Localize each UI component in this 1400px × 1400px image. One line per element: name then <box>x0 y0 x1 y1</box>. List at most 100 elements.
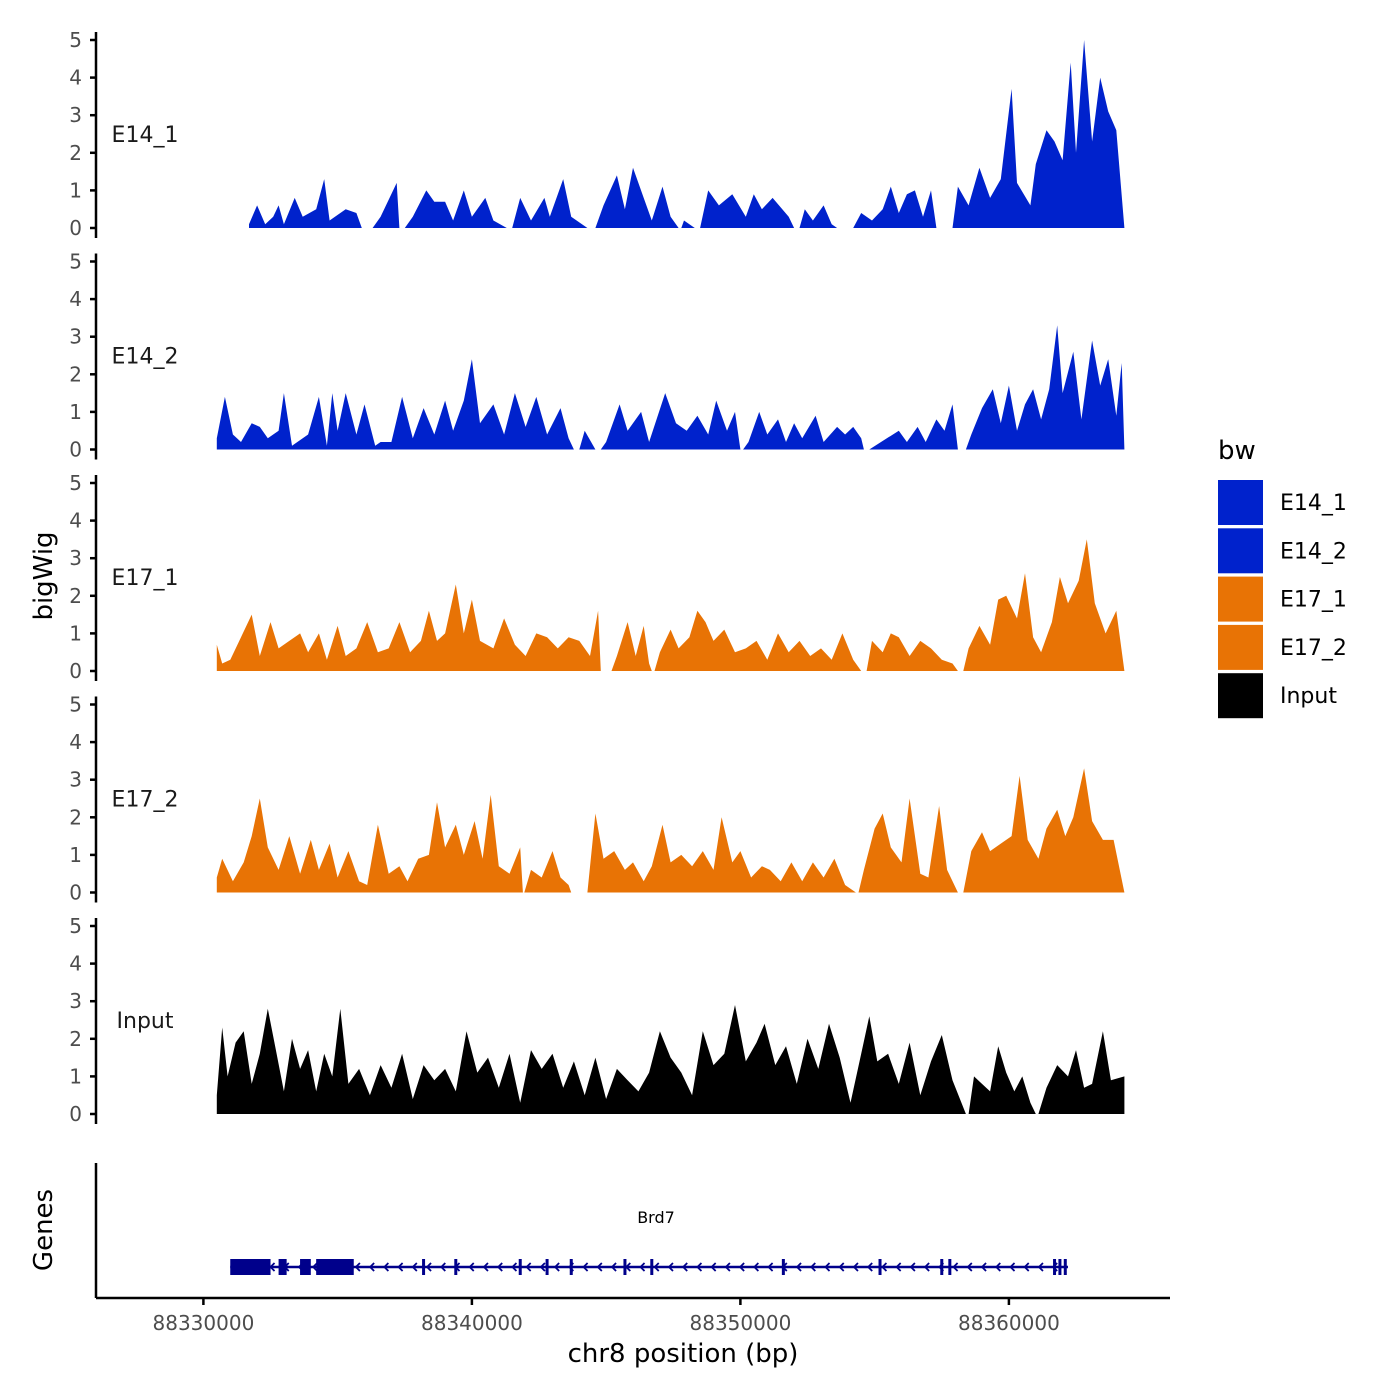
signal-area-input <box>968 1046 1036 1114</box>
y-tick-label: 2 <box>69 1027 82 1051</box>
signal-area-e14-1 <box>249 179 362 228</box>
strand-arrow <box>383 1262 390 1272</box>
strand-arrow <box>639 1262 646 1272</box>
y-tick-label: 3 <box>69 768 82 792</box>
signal-area-e17-1 <box>866 633 958 671</box>
track-label: E14_1 <box>112 123 179 148</box>
gene-exon <box>1058 1259 1062 1275</box>
x-tick-label: 88350000 <box>690 1311 792 1335</box>
y-tick-label: 1 <box>69 400 82 424</box>
y-tick-label: 3 <box>69 103 82 127</box>
legend-swatch <box>1218 576 1263 622</box>
y-tick-label: 5 <box>69 471 82 495</box>
signal-area-input <box>1038 1031 1125 1114</box>
legend-swatch <box>1218 624 1263 670</box>
track-label: E17_1 <box>112 566 179 591</box>
signal-area-e14-2 <box>600 393 741 450</box>
gene-exon <box>422 1259 426 1275</box>
track-label: E14_2 <box>112 345 179 370</box>
strand-arrow <box>810 1262 816 1272</box>
legend: bw E14_1 E14_2 E17_1 E17_2 Input <box>1218 436 1347 719</box>
signal-area-e17-2 <box>858 798 958 893</box>
gene-exon <box>518 1259 522 1275</box>
strand-arrow <box>895 1262 902 1272</box>
y-tick-label: 3 <box>69 325 82 349</box>
strand-arrow <box>753 1262 759 1272</box>
y-tick-label: 1 <box>69 178 82 202</box>
track-label: Input <box>117 1009 174 1034</box>
y-tick-label: 5 <box>69 693 82 717</box>
strand-arrow <box>397 1262 404 1272</box>
gene-panel: Brd7 <box>94 1163 1068 1298</box>
signal-area-e14-1 <box>595 167 679 228</box>
strand-arrow <box>966 1262 973 1272</box>
y-tick-label: 1 <box>69 843 82 867</box>
y-tick-label: 2 <box>69 805 82 829</box>
strand-arrow <box>724 1262 731 1272</box>
strand-arrow <box>411 1262 418 1272</box>
genes-axis-title: Genes <box>29 1189 59 1271</box>
y-tick-label: 0 <box>69 659 82 683</box>
strand-arrow <box>995 1262 1001 1272</box>
strand-arrow <box>311 1262 318 1272</box>
gene-track-brd7: Brd7 <box>230 1208 1068 1275</box>
gene-exon <box>781 1259 785 1275</box>
strand-arrow <box>596 1262 603 1272</box>
panel-e14-1: 0 1 2 3 4 5 E14_1 <box>69 28 1125 240</box>
signal-area-e14-1 <box>512 179 588 228</box>
signal-area-e14-2 <box>869 404 958 450</box>
signal-area-e14-1 <box>700 190 795 228</box>
panel-e14-2: 0 1 2 3 4 5 E14_2 <box>69 250 1125 462</box>
strand-arrow <box>354 1262 361 1272</box>
y-tick-label: 0 <box>69 438 82 462</box>
signal-area-e17-1 <box>963 539 1125 671</box>
legend-label: E14_1 <box>1280 491 1347 516</box>
strand-arrow <box>539 1262 546 1272</box>
gene-name-label: Brd7 <box>637 1208 675 1227</box>
strand-arrow <box>496 1262 503 1272</box>
strand-arrow <box>710 1262 717 1272</box>
signal-track-panels: 0 1 2 3 4 5 E14_1 0 1 2 3 4 5 E14_2 0 1 2 3 4 5 E17_1 0 1 2 3 4 5 E… <box>69 28 1125 1126</box>
strand-arrow <box>852 1262 859 1272</box>
strand-arrow <box>440 1262 446 1272</box>
strand-arrow <box>468 1262 475 1272</box>
strand-arrow <box>866 1262 873 1272</box>
legend-label: E17_1 <box>1280 588 1347 613</box>
panel-e17-1: 0 1 2 3 4 5 E17_1 <box>69 471 1125 683</box>
strand-arrow <box>881 1262 888 1272</box>
panel-input: 0 1 2 3 4 5 Input <box>69 914 1125 1126</box>
y-tick-label: 0 <box>69 881 82 905</box>
gene-exon <box>454 1259 458 1275</box>
panel-e17-2: 0 1 2 3 4 5 E17_2 <box>69 693 1125 905</box>
strand-arrow <box>667 1262 674 1272</box>
strand-arrow <box>767 1262 774 1272</box>
x-axis: 88330000 88340000 88350000 88360000 <box>96 1296 1170 1335</box>
signal-area-e14-1 <box>799 205 838 228</box>
track-label: E17_2 <box>112 788 179 813</box>
y-tick-label: 5 <box>69 914 82 938</box>
y-tick-label: 3 <box>69 989 82 1013</box>
y-tick-label: 4 <box>69 66 82 90</box>
gene-exon <box>1053 1259 1057 1275</box>
strand-arrow <box>653 1262 660 1272</box>
y-tick-label: 2 <box>69 584 82 608</box>
signal-area-e17-1 <box>216 584 601 671</box>
y-tick-label: 4 <box>69 730 82 754</box>
signal-area-e17-2 <box>216 794 523 893</box>
gene-exon-block <box>278 1259 287 1275</box>
gene-exon-block <box>300 1259 311 1275</box>
strand-arrow <box>1023 1262 1030 1272</box>
strand-arrow <box>553 1262 560 1272</box>
gene-exon <box>623 1259 627 1275</box>
strand-arrow <box>425 1262 432 1272</box>
gene-exon <box>940 1259 944 1275</box>
gene-exon <box>948 1259 952 1275</box>
y-tick-label: 1 <box>69 621 82 645</box>
x-axis-title: chr8 position (bp) <box>568 1339 799 1369</box>
strand-arrow <box>582 1262 589 1272</box>
legend-label: Input <box>1280 684 1337 709</box>
signal-area-e14-1 <box>404 190 507 228</box>
y-tick-label: 4 <box>69 287 82 311</box>
y-tick-label: 1 <box>69 1064 82 1088</box>
